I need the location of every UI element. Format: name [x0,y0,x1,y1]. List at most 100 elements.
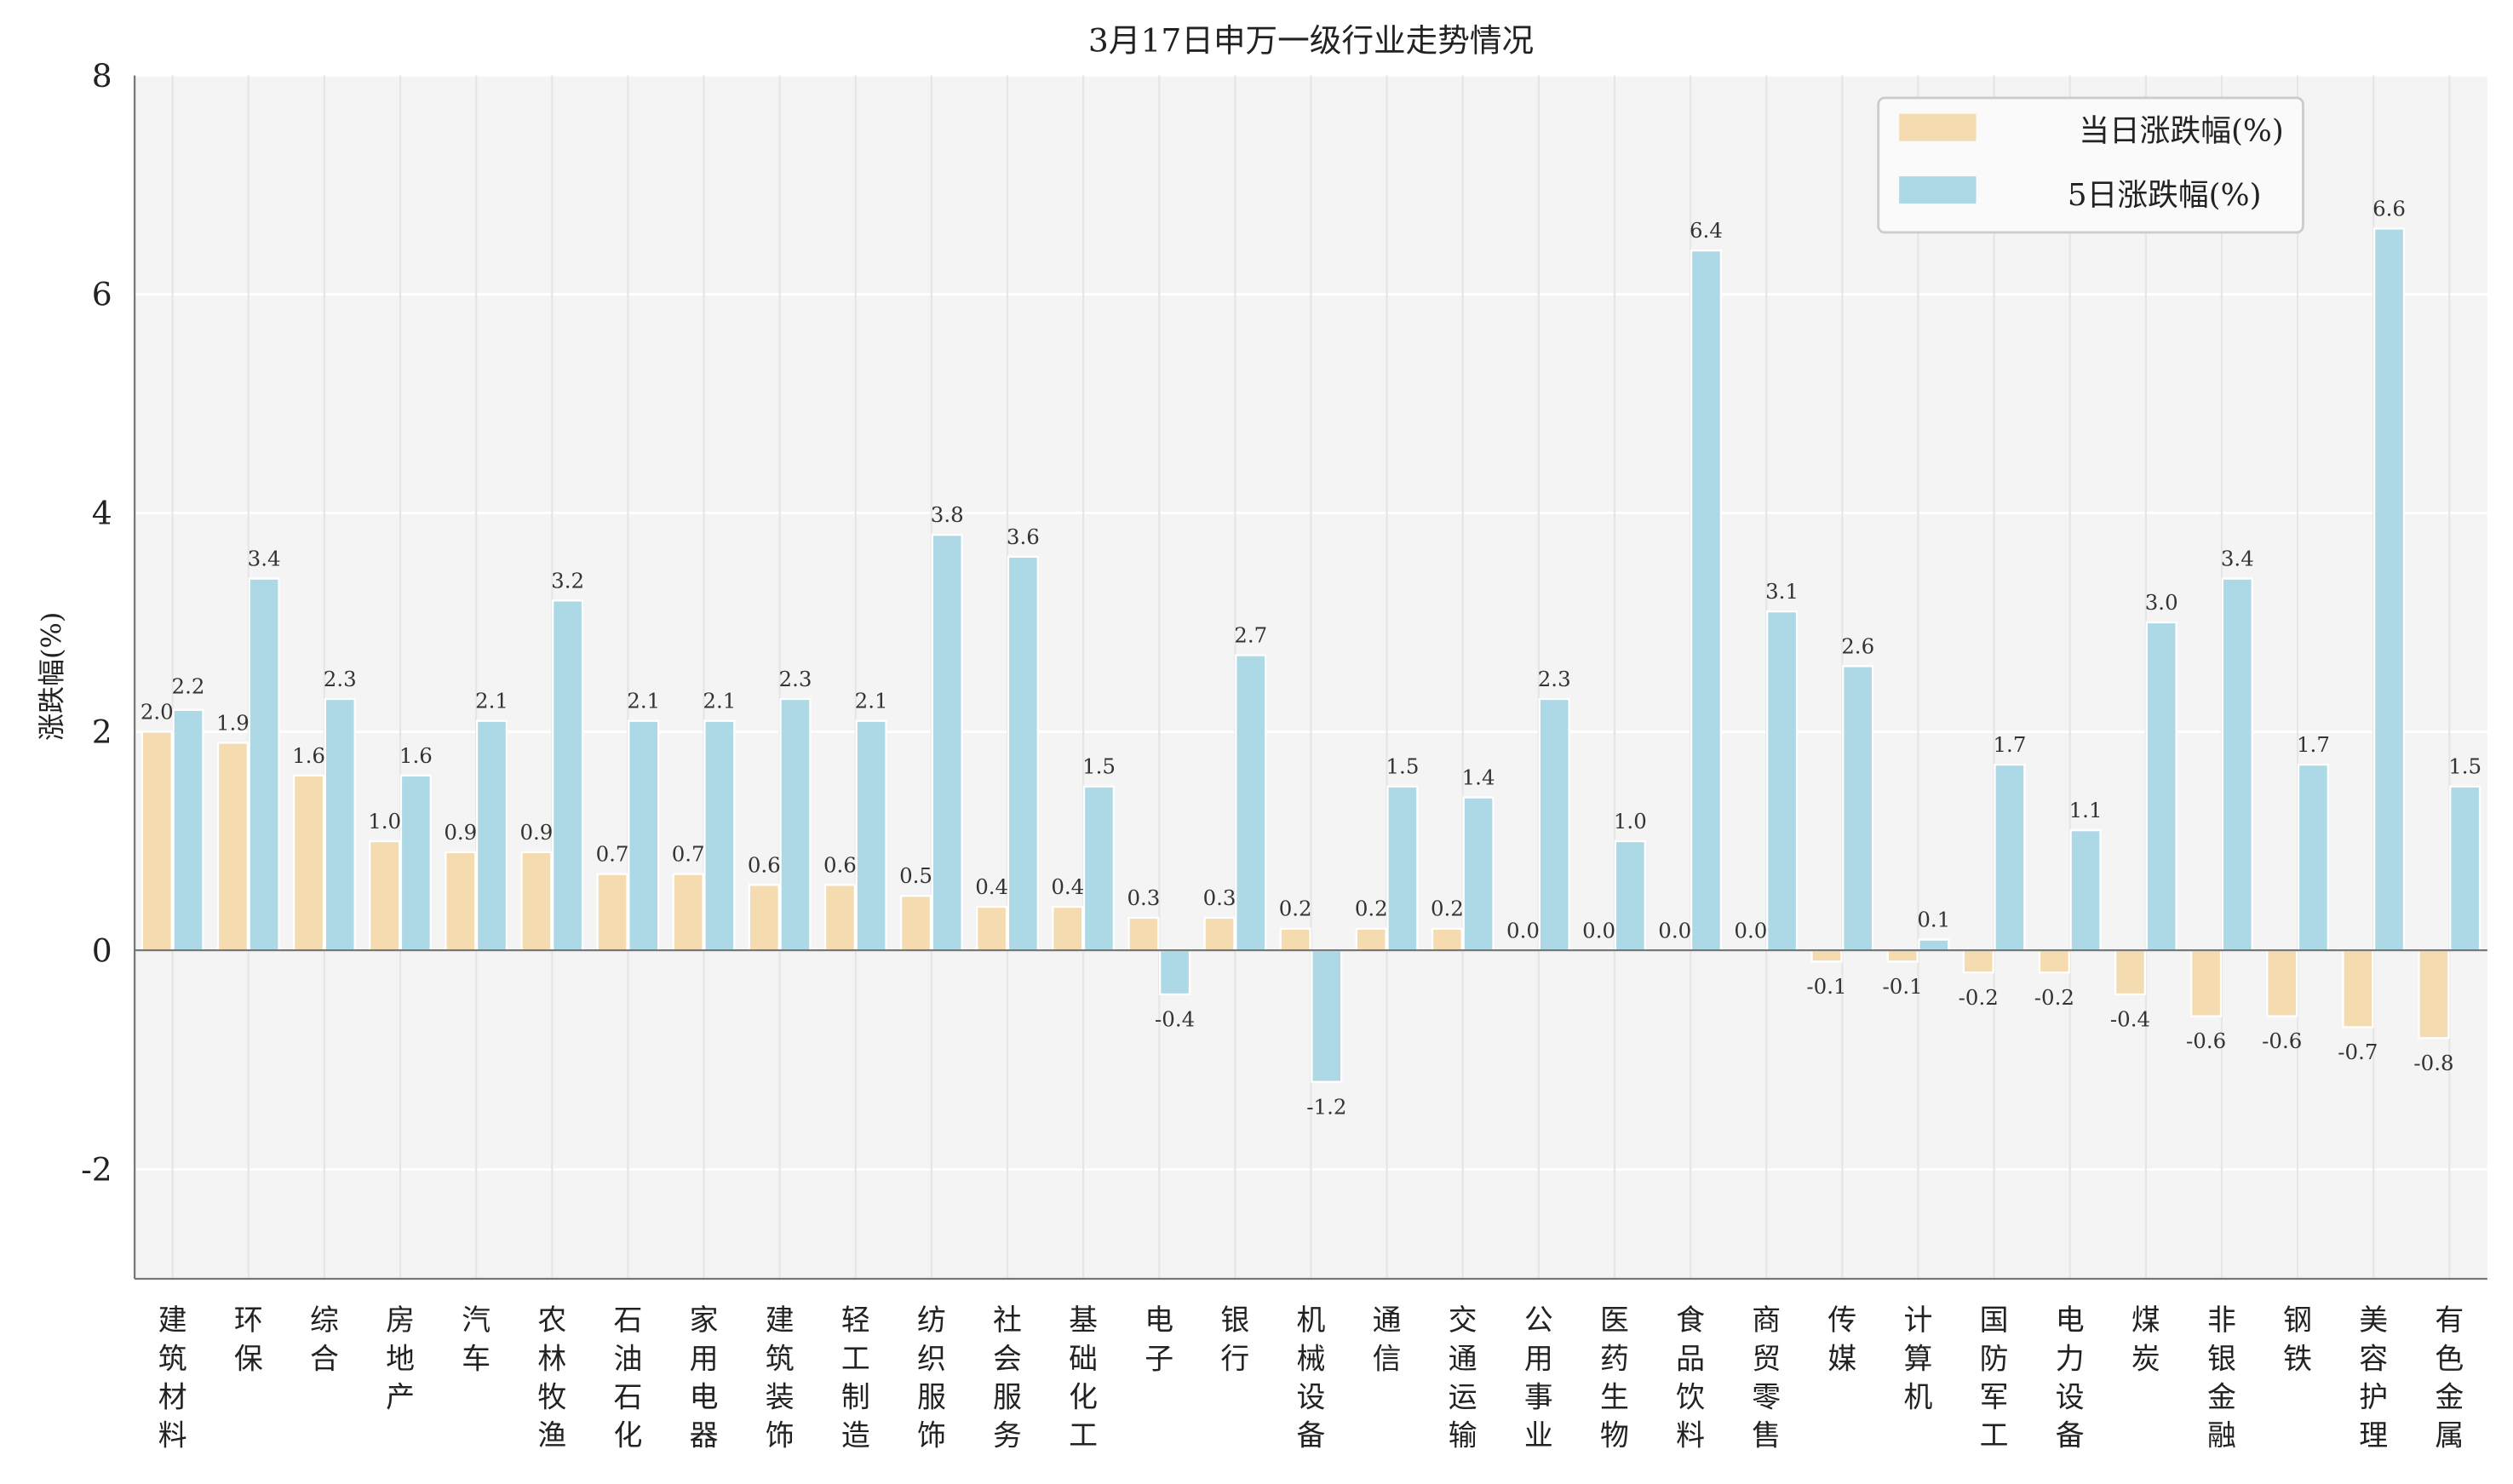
bar-5day [1918,938,1950,952]
x-tick-label: 非银金融 [2207,1304,2236,1452]
data-label-5day: 2.1 [703,689,736,713]
bar-daily [899,895,932,952]
x-tick-label: 电力设备 [2056,1304,2085,1452]
bar-5day [1082,785,1116,952]
data-label-daily: -0.1 [1883,974,1923,999]
x-tick-label: 食品饮料 [1676,1304,1705,1452]
data-label-daily: -0.6 [2186,1028,2226,1053]
data-label-daily: -0.1 [1806,974,1846,999]
data-label-5day: 1.5 [1082,754,1116,779]
data-label-daily: 1.6 [292,743,325,768]
bar-5day [1159,949,1191,996]
data-label-5day: 2.1 [627,689,660,713]
data-label-daily: -0.6 [2262,1028,2302,1053]
bar-5day [552,599,584,952]
x-tick-label: 社会服务 [993,1304,1022,1452]
legend: 当日涨跌幅(%) 5日涨跌幅(%) [1877,96,2304,234]
data-label-5day: 3.1 [1765,579,1799,604]
bar-daily [2038,949,2070,974]
bar-daily [1431,927,1463,952]
x-tick-label: 环保 [234,1304,263,1375]
data-label-daily: 0.0 [1582,918,1615,943]
data-label-5day: 1.7 [2297,732,2330,757]
y-tick-label: 4 [92,495,112,532]
y-ticks: -2 0 2 4 6 8 [81,57,112,1189]
bar-5day [1007,555,1039,952]
x-tick-label: 银行 [1220,1304,1249,1375]
bar-daily [216,742,249,952]
x-tick-label: 房地产 [386,1304,415,1413]
data-label-5day: 6.6 [2372,196,2406,221]
data-label-daily: -0.2 [2034,985,2074,1010]
data-label-daily: 0.0 [1506,918,1540,943]
data-label-5day: 6.4 [1690,218,1723,243]
x-tick-label: 轻工制造 [841,1304,870,1452]
data-label-daily: -0.8 [2413,1051,2453,1075]
data-label-daily: -0.2 [1959,985,1999,1010]
bar-5day [1690,249,1722,952]
y-axis-label: 涨跌幅(%) [36,612,68,741]
bar-daily [1810,949,1843,963]
bar-5day [172,708,204,952]
data-label-daily: 0.3 [1203,885,1236,910]
x-tick-label: 有色金属 [2435,1304,2464,1452]
bar-daily [1279,927,1311,952]
bar-daily [445,851,477,952]
bar-5day [1311,949,1343,1083]
bar-5day [1538,697,1570,952]
x-tick-label: 钢铁 [2283,1304,2312,1375]
data-label-5day: 2.1 [475,689,508,713]
bar-daily [1886,949,1919,963]
data-label-5day: -1.2 [1306,1094,1346,1119]
bar-5day [2449,785,2481,952]
x-tick-label: 石油石化 [613,1304,642,1452]
chart-title: 3月17日申万一级行业走势情况 [1088,21,1534,59]
bar-daily [976,905,1008,952]
data-label-5day: 2.1 [855,689,888,713]
bar-daily [1052,905,1084,952]
bar-5day [324,697,356,952]
data-label-5day: 1.1 [2069,798,2103,822]
data-label-5day: 3.4 [248,547,281,571]
data-label-5day: 0.1 [1917,908,1950,932]
bar-daily [823,884,856,952]
x-tick-label: 汽车 [462,1304,491,1375]
data-label-daily: 0.0 [1734,918,1767,943]
data-label-5day: 1.7 [1993,732,2026,757]
bar-daily [369,839,401,952]
data-label-5day: 2.3 [1538,667,1571,691]
bar-daily [2266,949,2298,1017]
bar-daily [672,873,704,952]
x-tick-label: 家用电器 [690,1304,719,1452]
data-label-5day: 3.6 [1007,524,1040,549]
data-label-daily: 0.6 [823,852,857,877]
data-label-5day: 1.6 [399,743,433,768]
data-labels: 2.02.2 1.9 3.4 1.6 2.3 1.0 1.6 0.9 2.1 0.9 3.2 0.7 2… [141,196,2481,1119]
data-label-daily: 0.9 [519,820,553,845]
data-label-5day: 1.5 [2448,754,2481,779]
data-label-daily: 0.2 [1279,897,1312,921]
data-label-5day: 1.0 [1614,809,1647,834]
data-label-daily: 0.5 [899,863,932,888]
x-tick-label: 建筑材料 [158,1304,187,1452]
data-label-5day: 3.8 [931,502,964,527]
bar-5day [779,697,812,952]
y-tick-label: 8 [92,57,112,95]
x-tick-label: 纺织服饰 [917,1304,946,1452]
data-label-daily: 2.0 [141,699,174,724]
bar-5day [2221,577,2253,952]
bar-5day [1994,763,2026,952]
data-label-daily: 0.9 [444,820,477,845]
y-tick-label: -2 [81,1151,112,1189]
bar-5day [1235,654,1267,952]
data-label-daily: 0.2 [1355,897,1388,921]
bar-daily [1962,949,1994,974]
x-tick-label: 计算机 [1904,1304,1933,1413]
x-tick-label: 交通运输 [1449,1304,1477,1452]
legend-label-daily: 当日涨跌幅(%) [2079,114,2284,149]
x-tick-label: 农林牧渔 [537,1304,566,1452]
x-tick-label: 商贸零售 [1752,1304,1781,1452]
bar-5day [2145,621,2177,952]
x-tick-label: 煤炭 [2131,1304,2160,1375]
